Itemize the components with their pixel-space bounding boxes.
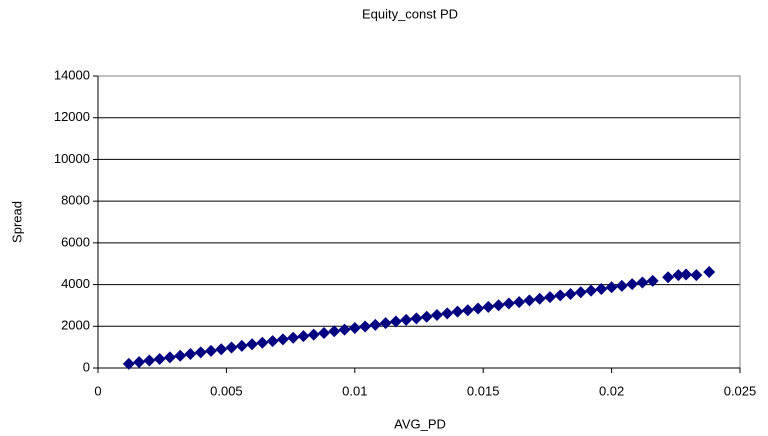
point <box>122 357 135 370</box>
point <box>451 305 464 318</box>
point <box>400 313 413 326</box>
point <box>626 278 639 291</box>
point <box>482 300 495 313</box>
point <box>472 302 485 315</box>
point <box>174 349 187 362</box>
x-axis-label: AVG_PD <box>394 416 446 431</box>
x-tick-label: 0.02 <box>599 383 624 398</box>
point <box>297 330 310 343</box>
y-axis-label: Spread <box>9 201 24 243</box>
point <box>328 325 341 338</box>
point <box>461 304 474 317</box>
point <box>256 336 269 349</box>
point <box>533 292 546 305</box>
point <box>338 323 351 336</box>
y-tick-label: 14000 <box>54 67 90 82</box>
point <box>369 318 382 331</box>
y-tick-label: 2000 <box>61 318 90 333</box>
y-tick-label: 6000 <box>61 234 90 249</box>
y-tick-label: 4000 <box>61 276 90 291</box>
point <box>513 296 526 309</box>
point <box>605 281 618 294</box>
point <box>307 328 320 341</box>
point <box>348 321 361 334</box>
point <box>595 282 608 295</box>
x-tick-label: 0.01 <box>342 383 367 398</box>
point <box>215 343 228 356</box>
point <box>184 348 197 361</box>
point <box>287 331 300 344</box>
x-tick-label: 0.025 <box>724 383 757 398</box>
point <box>389 315 402 328</box>
point <box>615 279 628 292</box>
point <box>672 269 685 282</box>
plot-border <box>97 75 741 369</box>
point <box>153 353 166 366</box>
y-tick-label: 10000 <box>54 151 90 166</box>
point <box>194 346 207 359</box>
point <box>703 266 716 279</box>
point <box>543 291 556 304</box>
point <box>276 333 289 346</box>
point <box>317 326 330 339</box>
point <box>410 312 423 325</box>
point <box>636 276 649 289</box>
point <box>680 268 693 281</box>
x-tick-label: 0 <box>94 383 101 398</box>
point <box>163 351 176 364</box>
point <box>564 287 577 300</box>
x-tick-label: 0.005 <box>210 383 243 398</box>
point <box>225 341 238 354</box>
point <box>690 269 703 282</box>
y-tick-label: 0 <box>83 359 90 374</box>
point <box>523 294 536 307</box>
point <box>235 339 248 352</box>
point <box>662 271 675 284</box>
point <box>359 320 372 333</box>
point <box>554 289 567 302</box>
point <box>492 299 505 312</box>
point <box>574 286 587 299</box>
y-tick-label: 12000 <box>54 109 90 124</box>
x-tick-label: 0.015 <box>467 383 500 398</box>
point <box>420 310 433 323</box>
point <box>379 317 392 330</box>
point <box>430 309 443 322</box>
point <box>266 335 279 348</box>
chart-title: Equity_const PD <box>362 6 458 21</box>
point <box>204 344 217 357</box>
point <box>246 338 259 351</box>
point <box>143 354 156 367</box>
point <box>441 307 454 320</box>
point <box>502 297 515 310</box>
point <box>585 284 598 297</box>
y-tick-label: 8000 <box>61 193 90 208</box>
point <box>133 356 146 369</box>
point <box>646 274 659 287</box>
